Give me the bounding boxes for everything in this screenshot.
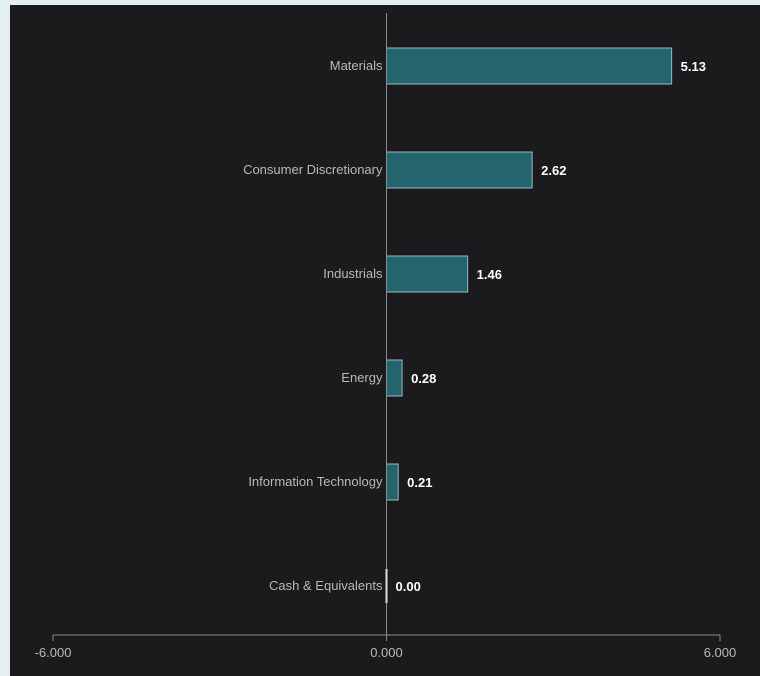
bars-layer [386, 47, 673, 501]
data-label: 1.46 [477, 267, 502, 282]
chart-panel: -6.000 0.000 6.000 Materials 5.13 Consumer D… [10, 5, 760, 676]
data-label: 0.21 [407, 475, 432, 490]
data-label: 0.28 [411, 371, 436, 386]
bar [386, 255, 469, 293]
category-label: Consumer Discretionary [243, 162, 383, 177]
data-label: 5.13 [681, 59, 706, 74]
category-label: Energy [341, 370, 383, 385]
x-tick-label: 0.000 [370, 645, 403, 660]
x-tick-label: -6.000 [35, 645, 72, 660]
bar [386, 359, 403, 397]
category-label: Industrials [323, 266, 383, 281]
category-label: Information Technology [248, 474, 383, 489]
category-label: Materials [330, 58, 383, 73]
data-label: 0.00 [396, 579, 421, 594]
bar [386, 463, 399, 501]
axis-layer: -6.000 0.000 6.000 [35, 13, 737, 660]
category-label: Cash & Equivalents [269, 578, 383, 593]
bar [386, 151, 533, 189]
x-tick-label: 6.000 [704, 645, 737, 660]
labels-layer: Materials 5.13 Consumer Discretionary 2.62 I… [243, 58, 706, 594]
bar-chart: -6.000 0.000 6.000 Materials 5.13 Consumer D… [35, 13, 737, 660]
data-label: 2.62 [541, 163, 566, 178]
bar [386, 47, 673, 85]
